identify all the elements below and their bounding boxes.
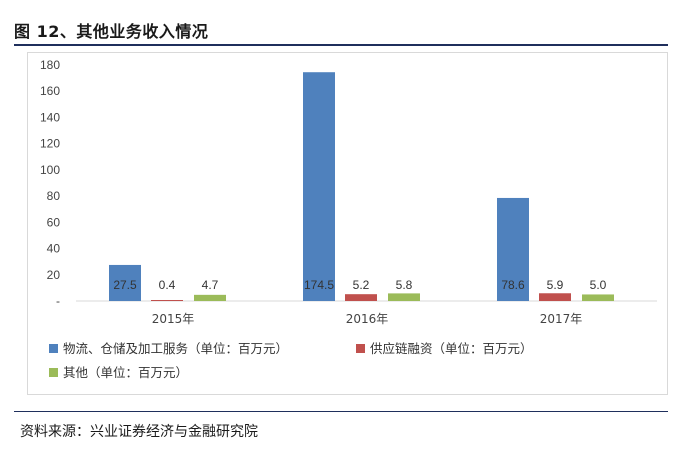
y-tick-label: 100 [40,163,60,177]
y-tick-label: - [56,294,60,308]
y-axis-ticks: - 20 40 60 80 100 120 140 160 180 [40,58,60,308]
source-note: 资料来源：兴业证券经济与金融研究院 [20,424,258,440]
data-label: 5.8 [396,278,413,292]
data-label: 78.6 [501,278,525,292]
legend-swatch [49,368,58,377]
data-label: 5.9 [547,278,564,292]
bars [109,72,614,301]
bar [539,293,571,301]
bar [194,294,226,301]
chart-frame [27,52,668,395]
x-category-label: 2017年 [540,312,583,326]
data-label: 0.4 [159,278,176,292]
data-label: 4.7 [202,278,219,292]
legend: 物流、仓储及加工服务（单位：百万元） 供应链融资（单位：百万元） 其他（单位：百万元… [49,341,533,380]
x-category-label: 2015年 [152,312,195,326]
title-rule [14,44,668,46]
data-label: 174.5 [304,278,334,292]
bar [388,293,420,301]
data-label: 27.5 [113,278,137,292]
y-tick-label: 180 [40,58,60,72]
bar-chart: - 20 40 60 80 100 120 140 160 180 27.5 0.4 4.7 174.5… [40,58,657,380]
y-tick-label: 60 [47,215,61,229]
x-category-label: 2016年 [346,312,389,326]
legend-label: 物流、仓储及加工服务（单位：百万元） [63,341,288,356]
bar [345,294,377,301]
legend-label: 其他（单位：百万元） [63,365,188,380]
y-tick-label: 140 [40,110,60,124]
y-tick-label: 20 [47,268,61,282]
data-labels: 27.5 0.4 4.7 174.5 5.2 5.8 78.6 5.9 5.0 [113,278,606,292]
legend-swatch [49,344,58,353]
x-axis-categories: 2015年 2016年 2017年 [152,312,583,326]
data-label: 5.0 [590,278,607,292]
y-tick-label: 40 [47,242,61,256]
bar [151,300,183,301]
legend-label: 供应链融资（单位：百万元） [370,341,533,356]
y-tick-label: 120 [40,137,60,151]
bar [582,294,614,301]
bar [303,72,335,301]
source-rule [14,411,668,412]
data-label: 5.2 [353,278,370,292]
y-tick-label: 160 [40,84,60,98]
figure-title: 图 12、其他业务收入情况 [14,22,209,41]
legend-swatch [356,344,365,353]
bar [497,197,529,301]
bar [109,264,141,301]
y-tick-label: 80 [47,189,61,203]
